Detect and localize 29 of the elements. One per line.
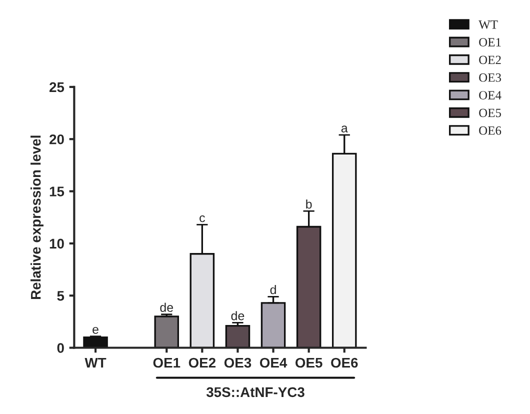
y-tick-label: 0 xyxy=(57,343,64,353)
legend-label: OE5 xyxy=(479,108,501,118)
legend-label: OE6 xyxy=(479,126,502,135)
annotation: de xyxy=(160,302,174,312)
x-tick-label: OE2 xyxy=(188,358,216,368)
legend-label: OE4 xyxy=(479,91,502,100)
legend-label: WT xyxy=(478,20,498,29)
y-tick-label: 5 xyxy=(57,291,64,301)
x-tick-label: OE3 xyxy=(224,358,252,368)
annotation: d xyxy=(270,284,276,294)
annotation: a xyxy=(341,126,348,132)
annotation: c xyxy=(200,215,205,222)
x-tick-label: OE4 xyxy=(260,358,288,368)
legend-label: OE3 xyxy=(479,73,501,82)
annotation: e xyxy=(92,326,98,334)
y-tick-label: 15 xyxy=(50,186,64,196)
legend-label: OE2 xyxy=(479,56,501,64)
y-axis-title: Relative expression level xyxy=(30,136,44,300)
y-tick-label: 25 xyxy=(50,82,64,92)
annotation: de xyxy=(231,311,244,320)
x-tick-label: OE1 xyxy=(153,358,180,368)
annotation: b xyxy=(306,199,312,209)
x-tick-label: WT xyxy=(84,358,106,368)
y-tick-label: 20 xyxy=(50,134,64,144)
y-tick-label: 10 xyxy=(50,238,64,249)
legend-label: OE1 xyxy=(479,38,501,46)
text: 35S::AtNF-YC3 xyxy=(206,387,304,398)
x-tick-label: OE6 xyxy=(331,358,358,368)
x-tick-label: OE5 xyxy=(295,358,322,368)
